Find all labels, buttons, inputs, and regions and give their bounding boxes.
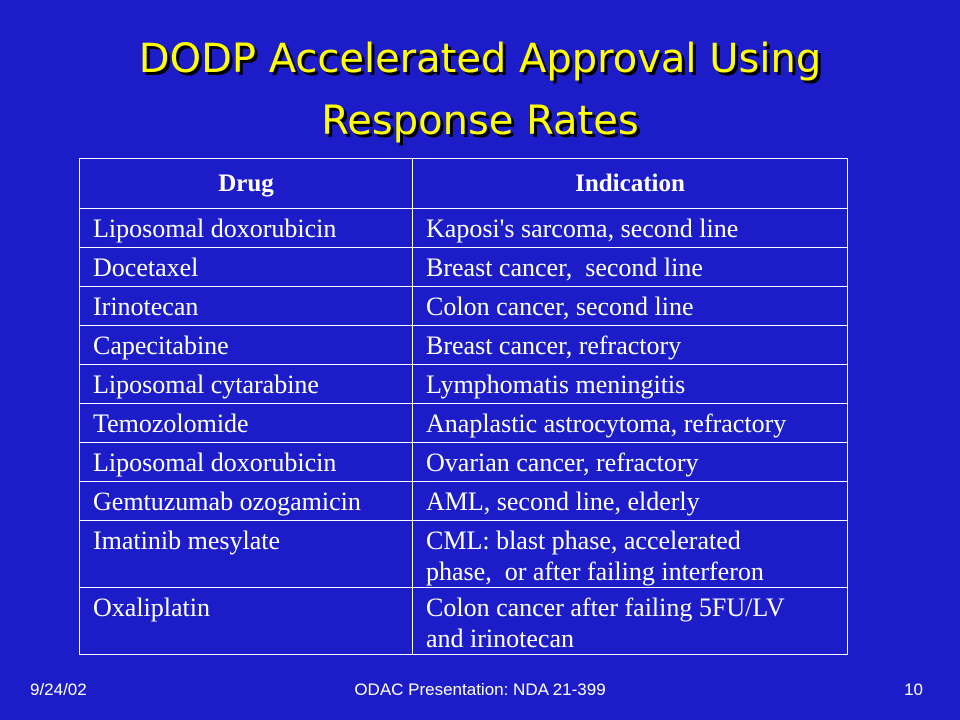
drug-cell: Gemtuzumab ozogamicin xyxy=(79,481,413,521)
drug-cell: Capecitabine xyxy=(79,325,413,365)
column-header-indication: Indication xyxy=(412,158,848,209)
drug-cell: Liposomal doxorubicin xyxy=(79,442,413,482)
table-row: Gemtuzumab ozogamicin AML, second line, … xyxy=(79,481,848,521)
table-row: Irinotecan Colon cancer, second line xyxy=(79,286,848,326)
table-row: Temozolomide Anaplastic astrocytoma, ref… xyxy=(79,403,848,443)
table-header-row: Drug Indication xyxy=(79,158,848,209)
drug-cell: Oxaliplatin xyxy=(79,587,413,655)
table-row: Docetaxel Breast cancer, second line xyxy=(79,247,848,287)
indication-cell: Colon cancer after failing 5FU/LV and ir… xyxy=(412,587,848,655)
table-row: Imatinib mesylate CML: blast phase, acce… xyxy=(79,520,848,588)
drug-cell: Temozolomide xyxy=(79,403,413,443)
drug-cell: Irinotecan xyxy=(79,286,413,326)
indication-cell: Anaplastic astrocytoma, refractory xyxy=(412,403,848,443)
drug-cell: Imatinib mesylate xyxy=(79,520,413,588)
slide-title-line-1: DODP Accelerated Approval Using xyxy=(138,36,822,82)
indication-cell: AML, second line, elderly xyxy=(412,481,848,521)
drug-cell: Liposomal cytarabine xyxy=(79,364,413,404)
indication-cell: Breast cancer, second line xyxy=(412,247,848,287)
table-row: Oxaliplatin Colon cancer after failing 5… xyxy=(79,587,848,655)
table-row: Liposomal doxorubicin Kaposi's sarcoma, … xyxy=(79,208,848,248)
indication-cell: CML: blast phase, accelerated phase, or … xyxy=(412,520,848,588)
drug-cell: Docetaxel xyxy=(79,247,413,287)
table-row: Liposomal doxorubicin Ovarian cancer, re… xyxy=(79,442,848,482)
footer-presentation-title: ODAC Presentation: NDA 21-399 xyxy=(354,680,606,699)
indication-cell: Breast cancer, refractory xyxy=(412,325,848,365)
drug-indication-table: Drug Indication Liposomal doxorubicin Ka… xyxy=(79,158,848,655)
slide-title: DODP Accelerated Approval Using Response… xyxy=(0,28,960,152)
indication-cell: Lymphomatis meningitis xyxy=(412,364,848,404)
indication-cell: Kaposi's sarcoma, second line xyxy=(412,208,848,248)
indication-cell: Colon cancer, second line xyxy=(412,286,848,326)
column-header-drug: Drug xyxy=(79,158,413,209)
footer-page-number: 10 xyxy=(904,680,923,699)
table-row: Liposomal cytarabine Lymphomatis meningi… xyxy=(79,364,848,404)
footer-date: 9/24/02 xyxy=(30,680,87,699)
slide-title-line-2: Response Rates xyxy=(321,98,639,144)
drug-cell: Liposomal doxorubicin xyxy=(79,208,413,248)
indication-cell: Ovarian cancer, refractory xyxy=(412,442,848,482)
table-row: Capecitabine Breast cancer, refractory xyxy=(79,325,848,365)
